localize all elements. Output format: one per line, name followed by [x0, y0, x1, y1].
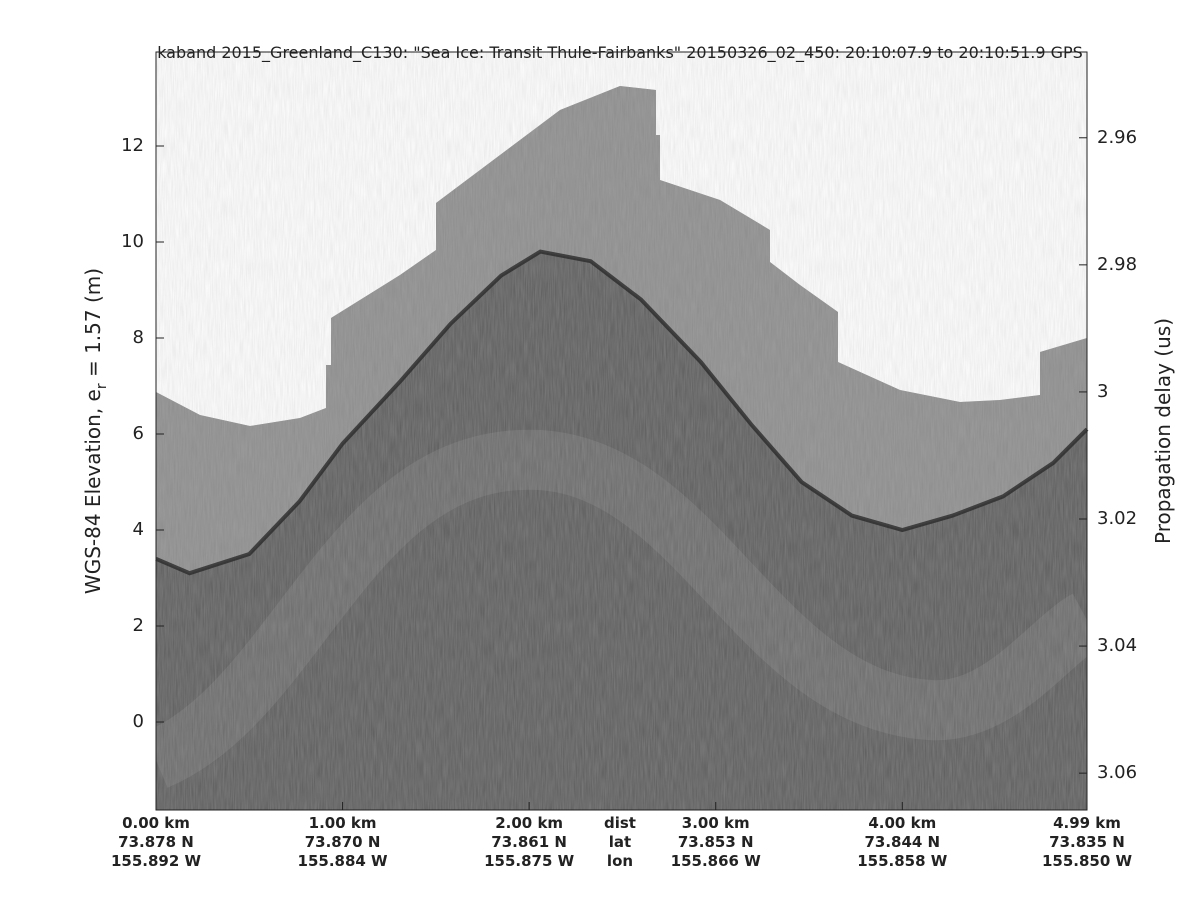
y-tick-label: 8	[133, 327, 144, 348]
row-label: dist	[604, 814, 636, 832]
y-tick-label: 0	[133, 711, 144, 732]
row-label: lat	[609, 833, 631, 851]
y2-axis-label: Propagation delay (us)	[1151, 318, 1175, 544]
echogram-image	[156, 52, 1087, 810]
y2-tick-label: 3	[1097, 381, 1108, 402]
x-tick-label: 3.00 km	[682, 814, 750, 832]
x-tick-label: 4.00 km	[868, 814, 936, 832]
y-tick-label: 10	[121, 231, 144, 252]
lat-label: 73.861 N	[491, 833, 567, 851]
lat-label: 73.870 N	[305, 833, 381, 851]
y-label-sub: r	[94, 383, 110, 389]
lon-label: 155.892 W	[111, 852, 202, 870]
y2-tick-label: 3.02	[1097, 508, 1137, 529]
y-label-rest: = 1.57 (m)	[81, 268, 105, 383]
x-tick-label: 0.00 km	[122, 814, 190, 832]
lon-label: 155.858 W	[857, 852, 948, 870]
lon-label: 155.866 W	[671, 852, 762, 870]
lat-label: 73.878 N	[118, 833, 194, 851]
y2-tick-label: 2.98	[1097, 254, 1137, 275]
y-tick-label: 4	[133, 519, 144, 540]
x-tick-label: 2.00 km	[495, 814, 563, 832]
lat-label: 73.844 N	[864, 833, 940, 851]
chart-title: kaband 2015_Greenland_C130: "Sea Ice: Tr…	[157, 43, 1083, 63]
lat-label: 73.835 N	[1049, 833, 1125, 851]
lon-label: 155.850 W	[1042, 852, 1133, 870]
y-axis-label: WGS-84 Elevation, er = 1.57 (m)	[81, 268, 110, 594]
y2-tick-label: 3.04	[1097, 635, 1137, 656]
x-tick-label: 1.00 km	[309, 814, 377, 832]
y-tick-label: 6	[133, 423, 144, 444]
lon-label: 155.875 W	[484, 852, 575, 870]
y2-tick-label: 2.96	[1097, 127, 1137, 148]
row-label: lon	[607, 852, 633, 870]
lat-label: 73.853 N	[678, 833, 754, 851]
y-tick-label: 12	[121, 135, 144, 156]
surface-line	[155, 249, 1089, 576]
x-tick-label: 4.99 km	[1053, 814, 1121, 832]
y-label-main: WGS-84 Elevation, e	[81, 389, 105, 594]
lon-label: 155.884 W	[298, 852, 389, 870]
y2-tick-label: 3.06	[1097, 762, 1137, 783]
y-tick-label: 2	[133, 615, 144, 636]
echogram-noise	[156, 52, 1087, 810]
